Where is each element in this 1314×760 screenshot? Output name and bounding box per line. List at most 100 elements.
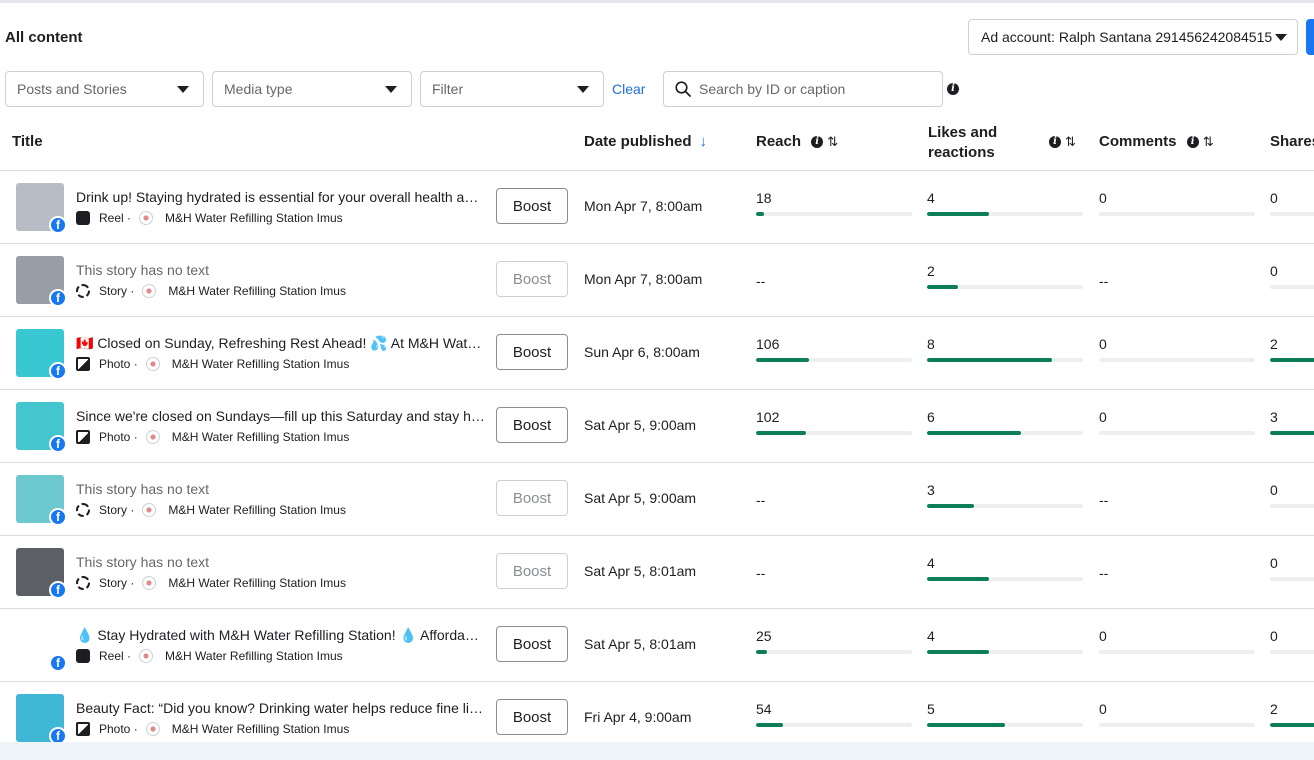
likes-cell: 4 [927,627,1083,654]
post-type: Story · [99,503,135,517]
column-likes: Likes and reactions [928,123,997,163]
story-icon [76,576,90,590]
boost-button[interactable]: Boost [496,699,568,735]
info-icon[interactable]: i [1049,136,1061,149]
likes-value: 3 [927,482,935,498]
comments-bar-track [1099,358,1255,362]
post-caption[interactable]: This story has no text [76,262,210,278]
date-published: Mon Apr 7, 8:00am [584,271,703,287]
table-row[interactable]: f This story has no text Story · M&H Water … [0,462,1314,535]
page-name: M&H Water Refilling Station Imus [168,503,346,517]
table-row[interactable]: f This story has no text Story · M&H Water … [0,535,1314,608]
column-reach[interactable]: Reach i ⇅ [756,133,838,150]
table-row[interactable]: f 💧 Stay Hydrated with M&H Water Refillin… [0,608,1314,681]
shares-bar-fill [1270,723,1314,727]
likes-bar-fill [927,212,990,216]
search-input[interactable] [699,81,919,97]
clear-link[interactable]: Clear [612,81,646,97]
comments-value: -- [1099,565,1109,581]
facebook-icon: f [49,216,67,234]
post-meta: Photo · M&H Water Refilling Station Imus [76,357,349,371]
search-box[interactable] [663,71,943,107]
shares-value: 0 [1270,628,1278,644]
date-published: Mon Apr 7, 8:00am [584,198,703,214]
post-meta: Photo · M&H Water Refilling Station Imus [76,430,349,444]
comments-cell: -- [1099,554,1255,582]
content-type-value: Posts and Stories [17,81,127,97]
post-caption[interactable]: Since we're closed on Sundays—fill up th… [76,408,486,424]
media-type-dropdown[interactable]: Media type [212,71,412,107]
reach-value: -- [756,273,766,289]
reach-bar-fill [756,212,764,216]
reach-bar-track [756,650,912,654]
reach-value: -- [756,565,766,581]
chevron-down-icon [177,85,189,93]
sort-icon[interactable]: ⇅ [1202,134,1214,150]
reach-bar-fill [756,723,783,727]
boost-button[interactable]: Boost [496,407,568,443]
reach-cell: -- [756,554,912,582]
info-icon[interactable]: i [811,136,824,149]
page-name: M&H Water Refilling Station Imus [171,430,350,444]
shares-bar-track [1270,504,1314,508]
likes-bar-track [927,650,1083,654]
boost-button[interactable]: Boost [496,626,568,662]
likes-value: 4 [927,555,935,571]
table-row[interactable]: f This story has no text Story · M&H Water … [0,243,1314,316]
table-row[interactable]: f Beauty Fact: “Did you know? Drinking wa… [0,681,1314,742]
post-meta: Story · M&H Water Refilling Station Imus [76,503,346,517]
boost-button[interactable]: Boost [496,553,568,589]
facebook-icon: f [49,727,67,742]
boost-button[interactable]: Boost [496,334,568,370]
likes-bar-track [927,504,1083,508]
filter-dropdown[interactable]: Filter [420,71,604,107]
search-icon [675,81,691,97]
post-caption[interactable]: This story has no text [76,481,210,497]
shares-bar-track [1270,723,1314,727]
date-published: Sat Apr 5, 9:00am [584,490,697,506]
ad-account-dropdown[interactable]: Ad account: Ralph Santana 29145624208451… [968,19,1298,55]
shares-cell: 0 [1270,627,1314,654]
comments-bar-track [1099,723,1255,727]
comments-bar-track [1099,650,1255,654]
post-caption[interactable]: 💧 Stay Hydrated with M&H Water Refilling… [76,627,486,643]
facebook-icon: f [49,654,67,672]
shares-value: 0 [1270,482,1278,498]
info-icon[interactable]: i [1186,136,1199,149]
comments-value: 0 [1099,336,1107,352]
content-type-dropdown[interactable]: Posts and Stories [5,71,204,107]
page-name: M&H Water Refilling Station Imus [171,722,350,736]
post-caption[interactable]: 🇨🇦 Closed on Sunday, Refreshing Rest Ahe… [76,335,486,351]
info-icon[interactable]: i [947,83,959,95]
sort-icon[interactable]: ⇅ [827,134,839,150]
column-comments[interactable]: Comments i ⇅ [1099,133,1214,150]
column-likes-controls[interactable]: i ⇅ [1049,133,1076,150]
table-row[interactable]: f 🇨🇦 Closed on Sunday, Refreshing Rest Ah… [0,316,1314,389]
reach-value: -- [756,492,766,508]
column-date-label: Date published [584,133,692,150]
table-row[interactable]: f Since we're closed on Sundays—fill up t… [0,389,1314,462]
likes-bar-fill [927,431,1021,435]
primary-action-button[interactable] [1306,19,1314,55]
post-caption[interactable]: This story has no text [76,554,210,570]
reel-icon [76,211,90,225]
table-row[interactable]: f Drink up! Staying hydrated is essential… [0,170,1314,243]
likes-cell: 3 [927,481,1083,508]
page-avatar [145,357,160,371]
shares-bar-fill [1270,358,1314,362]
boost-button[interactable]: Boost [496,261,568,297]
sort-icon[interactable]: ⇅ [1065,134,1076,150]
comments-value: -- [1099,492,1109,508]
post-caption[interactable]: Beauty Fact: “Did you know? Drinking wat… [76,700,486,716]
page-avatar [139,649,154,663]
post-type: Photo · [99,722,138,736]
reach-bar-fill [756,650,767,654]
boost-button[interactable]: Boost [496,188,568,224]
filter-value: Filter [432,81,464,97]
chevron-down-icon [385,85,397,93]
post-caption[interactable]: Drink up! Staying hydrated is essential … [76,189,486,205]
boost-button[interactable]: Boost [496,480,568,516]
column-date-published[interactable]: Date published ↓ [584,133,707,150]
likes-bar-track [927,358,1083,362]
reach-cell: -- [756,262,912,290]
